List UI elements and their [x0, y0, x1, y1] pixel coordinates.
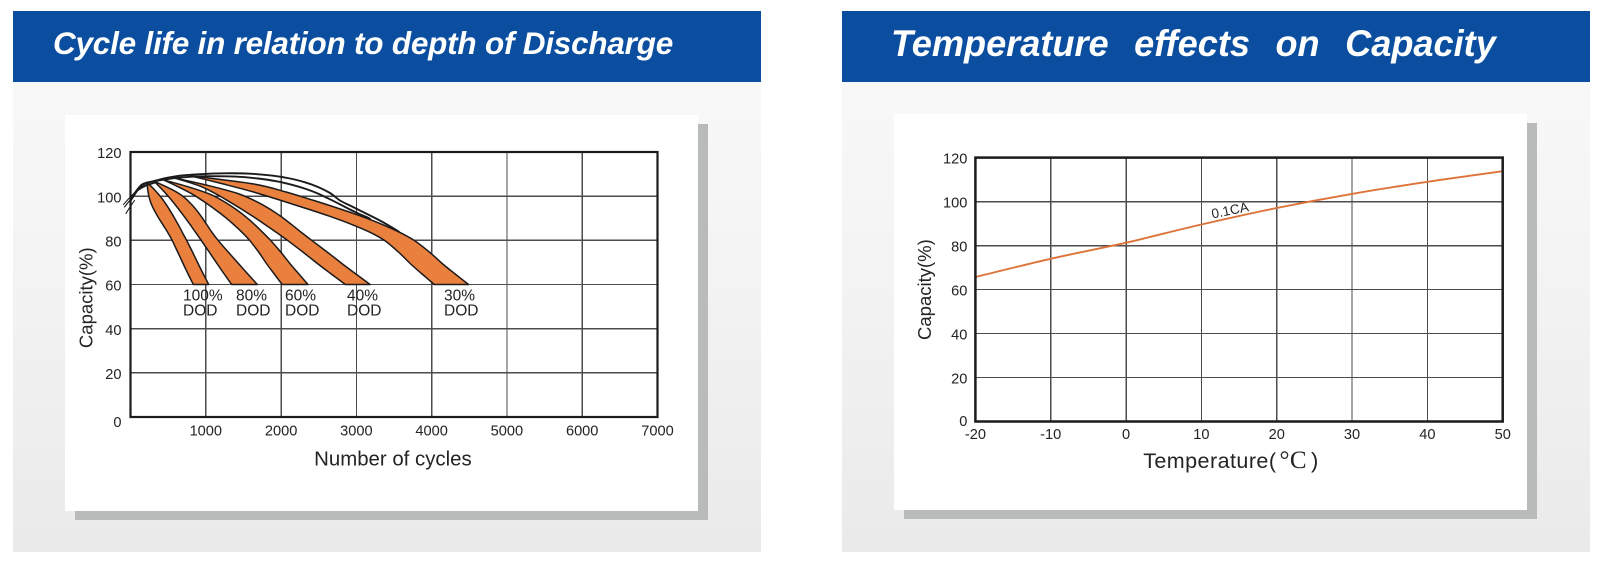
svg-text:3000: 3000 [340, 424, 372, 440]
svg-text:DOD: DOD [444, 302, 478, 319]
svg-text:0: 0 [959, 414, 967, 430]
svg-text:20: 20 [951, 371, 967, 387]
svg-text:60: 60 [105, 279, 121, 295]
svg-text:1000: 1000 [190, 424, 222, 440]
svg-text:60: 60 [951, 283, 967, 299]
svg-text:DOD: DOD [236, 302, 270, 319]
svg-text:2000: 2000 [265, 424, 297, 440]
svg-text:60%: 60% [285, 287, 316, 304]
svg-text:30: 30 [1344, 427, 1360, 443]
svg-text:50: 50 [1495, 427, 1511, 443]
svg-text:80%: 80% [236, 287, 267, 304]
svg-text:40%: 40% [347, 287, 378, 304]
svg-text:100: 100 [97, 190, 121, 206]
svg-text:DOD: DOD [285, 302, 319, 319]
svg-text:Capacity(%): Capacity(%) [914, 239, 935, 340]
svg-text:100%: 100% [183, 287, 223, 304]
svg-text:40: 40 [1419, 427, 1435, 443]
svg-text:Number of cycles: Number of cycles [314, 449, 472, 471]
svg-text:4000: 4000 [415, 424, 447, 440]
svg-text:100: 100 [943, 195, 967, 211]
svg-text:-20: -20 [965, 427, 986, 443]
svg-text:40: 40 [951, 327, 967, 343]
svg-text:-10: -10 [1040, 427, 1061, 443]
svg-text:20: 20 [1269, 427, 1285, 443]
svg-text:5000: 5000 [491, 424, 523, 440]
svg-text:7000: 7000 [641, 424, 673, 440]
svg-text:0.1CA: 0.1CA [1210, 199, 1250, 221]
svg-text:80: 80 [105, 235, 121, 251]
svg-text:0: 0 [113, 415, 121, 431]
svg-text:0: 0 [1122, 427, 1130, 443]
svg-text:80: 80 [951, 239, 967, 255]
svg-text:Capacity(%): Capacity(%) [76, 247, 97, 348]
svg-text:DOD: DOD [183, 302, 217, 319]
svg-text:DOD: DOD [347, 302, 381, 319]
svg-text:20: 20 [105, 367, 121, 383]
svg-text:10: 10 [1193, 427, 1209, 443]
svg-text:120: 120 [97, 146, 121, 162]
svg-text:6000: 6000 [566, 424, 598, 440]
svg-text:30%: 30% [444, 287, 475, 304]
svg-text:120: 120 [943, 151, 967, 167]
svg-text:Temperature(°C): Temperature(°C) [1143, 447, 1319, 474]
svg-text:40: 40 [105, 323, 121, 339]
